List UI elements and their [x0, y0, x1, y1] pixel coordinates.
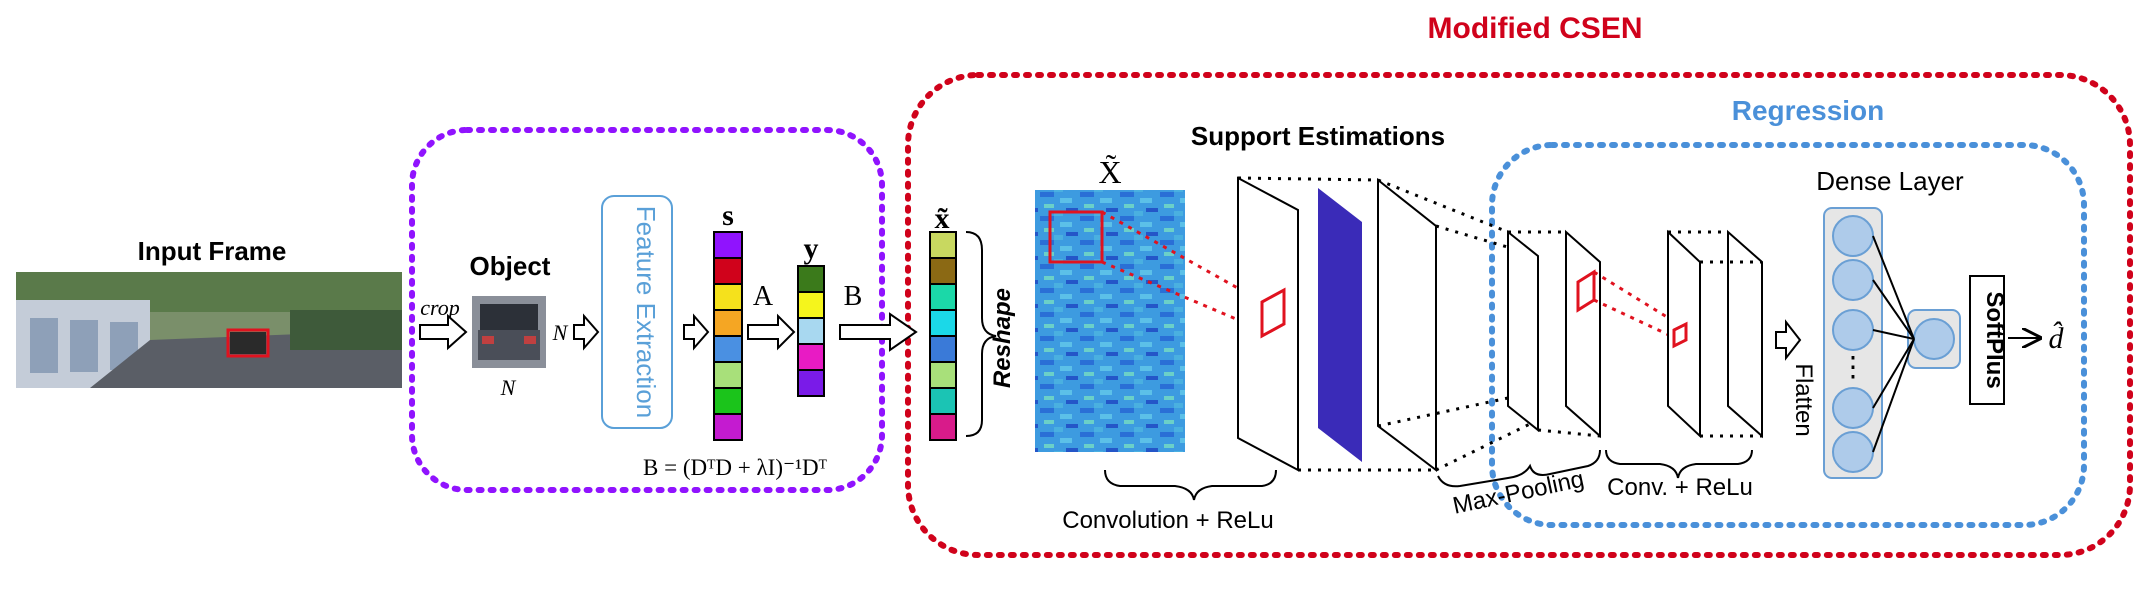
- s-label: s: [722, 199, 734, 232]
- conv-brace: [1104, 469, 1277, 501]
- b-label: B: [844, 281, 863, 312]
- s-vector-cell: [713, 387, 743, 415]
- dense-neuron: [1832, 309, 1874, 351]
- conv-feature-map-2: [1318, 188, 1362, 462]
- object-box: [409, 127, 885, 493]
- softplus-box: [1969, 275, 2005, 405]
- dense-neuron: [1832, 215, 1874, 257]
- y-vector-cell: [797, 265, 825, 293]
- matrix-label: X̃: [1098, 154, 1121, 190]
- dense-neurons: [1832, 215, 1874, 473]
- dense-neuron: [1832, 259, 1874, 301]
- y-vector: [797, 265, 825, 397]
- s-vector-cell: [713, 413, 743, 441]
- dense-neuron: [1832, 431, 1874, 473]
- projection-line-top: [1101, 210, 1269, 307]
- reshape-label: Reshape: [989, 288, 1016, 388]
- x-tilde-label: x̃: [935, 202, 950, 235]
- support-matrix: [1035, 190, 1185, 452]
- x-tilde-vector-cell: [929, 335, 957, 363]
- feature-extraction-box: [601, 195, 673, 429]
- support-estimations-label: Support Estimations: [1191, 121, 1445, 151]
- modified-csen-title: Modified CSEN: [1428, 12, 1643, 45]
- regression-box: [1489, 142, 2087, 528]
- dense-ellipsis: ⋮: [1839, 350, 1867, 383]
- regression-label: Regression: [1732, 95, 1885, 126]
- y-vector-cell: [797, 343, 825, 371]
- dense-connections: [1872, 235, 1915, 453]
- s-vector-cell: [713, 231, 743, 259]
- input-frame-label: Input Frame: [138, 236, 287, 266]
- conv-highlight: [1672, 321, 1688, 349]
- y-label: y: [804, 232, 819, 265]
- dense-connection: [1872, 279, 1915, 340]
- y-vector-cell: [797, 317, 825, 345]
- dense-neuron: [1832, 387, 1874, 429]
- object-to-feature-arrow: [573, 313, 600, 351]
- pool-edge-lower: [1377, 396, 1509, 428]
- conv-relu-brace: [1605, 449, 1753, 479]
- dense-connection: [1872, 338, 1915, 453]
- object-width-n: N: [500, 375, 517, 400]
- softplus-label: SoftPlus: [1981, 291, 2008, 388]
- x-tilde-vector-cell: [929, 309, 957, 337]
- y-vector-cell: [797, 291, 825, 319]
- reshape-brace: [965, 231, 997, 437]
- dense-connection: [1872, 329, 1915, 340]
- output-neuron: [1913, 318, 1955, 360]
- x-tilde-vector: [929, 231, 957, 441]
- object-height-n: N: [552, 320, 569, 345]
- conv-relu-label: Conv. + ReLu: [1607, 474, 1753, 501]
- s-vector-cell: [713, 257, 743, 285]
- x-tilde-vector-cell: [929, 231, 957, 259]
- s-vector-cell: [713, 361, 743, 389]
- object-image: [472, 296, 546, 368]
- volume-edge-top: [1237, 176, 1379, 182]
- flatten-label: Flatten: [1790, 363, 1817, 436]
- formula: B = (DᵀD + λI)⁻¹Dᵀ: [643, 455, 828, 480]
- csen-box: [905, 72, 2133, 558]
- conv-feature-map-1: [1237, 176, 1299, 472]
- feature-map-highlight-1: [1260, 287, 1286, 339]
- dense-connection: [1872, 338, 1915, 409]
- x-tilde-vector-cell: [929, 387, 957, 415]
- feature-extraction-label: Feature Extraction: [631, 206, 661, 418]
- pooled-edge-bottom: [1537, 428, 1601, 438]
- b-arrow: [839, 312, 918, 352]
- flatten-arrow: [1775, 319, 1802, 361]
- dense-layer-label: Dense Layer: [1816, 166, 1964, 196]
- s-vector-cell: [713, 283, 743, 311]
- y-vector-cell: [797, 369, 825, 397]
- max-pooling-brace: [1437, 449, 1601, 488]
- feature-to-s-arrow: [683, 313, 710, 351]
- pool-edge-bottom: [1435, 418, 1539, 472]
- s-vector-cell: [713, 309, 743, 337]
- conv-map-2: [1727, 229, 1763, 439]
- crop-arrow: [419, 313, 468, 351]
- x-tilde-vector-cell: [929, 361, 957, 389]
- receptive-field: [1048, 210, 1104, 264]
- a-arrow: [747, 313, 796, 351]
- object-label: Object: [470, 251, 551, 281]
- d-hat: d̂: [2049, 321, 2065, 355]
- x-tilde-vector-cell: [929, 283, 957, 311]
- input-frame-image: [16, 272, 402, 388]
- convolution-relu-label: Convolution + ReLu: [1062, 507, 1273, 534]
- a-label: A: [753, 281, 774, 312]
- x-tilde-vector-cell: [929, 257, 957, 285]
- pool-edge-top: [1377, 178, 1509, 234]
- pooled-map-1: [1507, 229, 1539, 433]
- pooled-map-2: [1565, 229, 1601, 439]
- x-tilde-vector-cell: [929, 413, 957, 441]
- s-vector-cell: [713, 335, 743, 363]
- conv-feature-map-3: [1377, 177, 1437, 473]
- s-vector: [713, 231, 743, 441]
- crop-label: crop: [420, 295, 460, 320]
- dense-connection: [1872, 235, 1915, 340]
